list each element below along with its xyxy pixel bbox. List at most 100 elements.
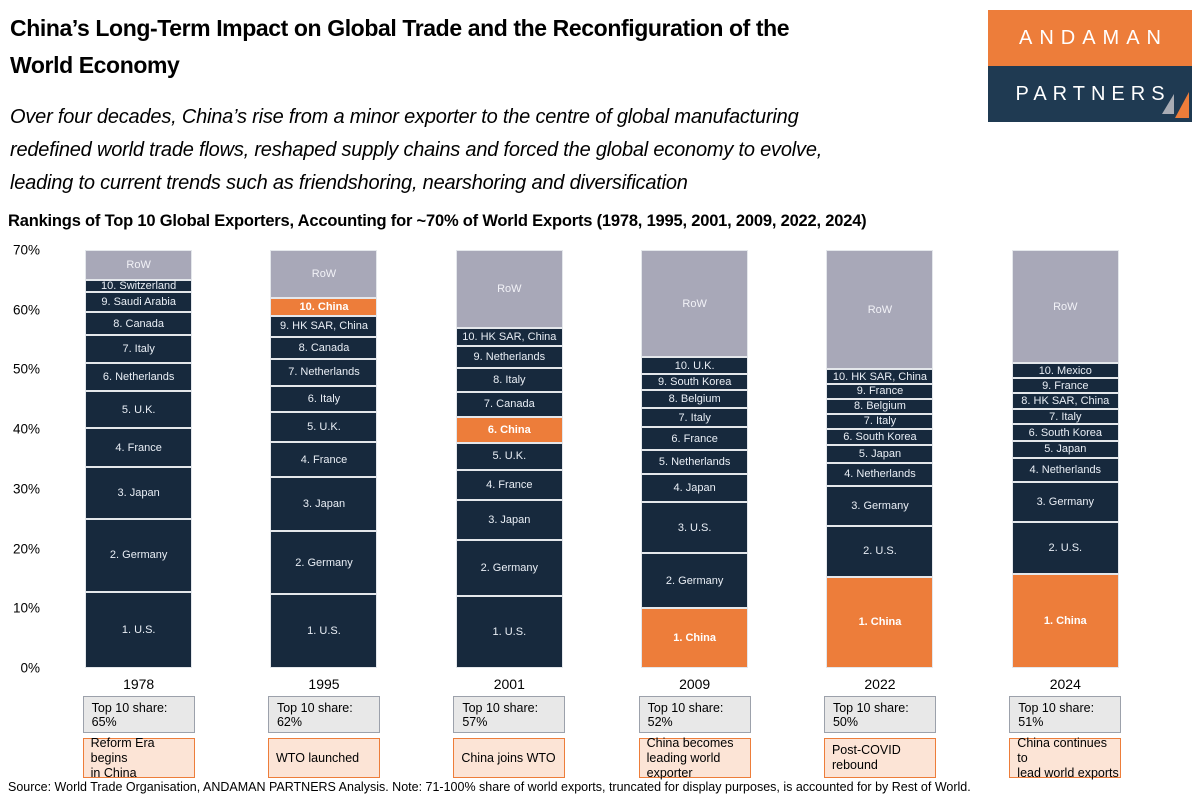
bar-segment: 6. France (641, 427, 749, 450)
bar-segment: 1. China (641, 608, 749, 668)
bar-column-2001: RoW 10. HK SAR, China 9. Netherlands 8. Ita… (417, 250, 602, 778)
bar-segment: 3. Japan (85, 467, 193, 519)
y-tick-50: 50% (12, 361, 40, 377)
bar-segment: 2. Germany (85, 518, 193, 593)
bar-segment: 5. U.K. (455, 442, 563, 470)
bar-segment: 6. Netherlands (85, 362, 193, 392)
event-annotation-1978: Reform Era begins in China (82, 736, 195, 780)
y-tick-70: 70% (12, 242, 40, 258)
y-tick-30: 30% (12, 481, 40, 497)
y-tick-20: 20% (12, 541, 40, 557)
bar-segment: RoW (1011, 250, 1119, 364)
logo-wordmark-partners: PARTNERS (988, 66, 1192, 122)
bar-segment: 6. Italy (270, 385, 378, 413)
bar-segment: 5. U.K. (270, 412, 378, 443)
bar-segment: 9. France (826, 383, 934, 399)
x-axis-label-2022: 2022 (864, 676, 896, 692)
bar-segment: 3. Japan (270, 476, 378, 531)
bar-segment: 10. Switzerland (85, 279, 193, 293)
y-tick-0: 0% (20, 660, 40, 676)
bar-segment: RoW (455, 250, 563, 328)
bar-segment: 10. HK SAR, China (455, 327, 563, 346)
bar-segment: 7. Italy (85, 335, 193, 363)
y-tick-10: 10% (12, 600, 40, 616)
bar-segment: 10. Mexico (1011, 363, 1119, 379)
bar-segment: 2. U.S. (1011, 521, 1119, 574)
bar-segment: 9. Netherlands (455, 345, 563, 368)
chart-title: Rankings of Top 10 Global Exporters, Acc… (8, 212, 867, 230)
y-tick-60: 60% (12, 302, 40, 318)
logo-wordmark-andaman: ANDAMAN (988, 10, 1192, 66)
bar-segment: 9. South Korea (641, 373, 749, 391)
bar-segment: 5. Japan (826, 445, 934, 464)
bar-segment: 5. Japan (1011, 441, 1119, 458)
x-axis-label-1978: 1978 (123, 676, 155, 692)
bar-segment: 6. China (455, 416, 563, 443)
bar-segment: 9. France (1011, 378, 1119, 394)
top10-share-box-2022: Top 10 share: 50% (823, 696, 936, 733)
event-annotation-2022: Post-COVID rebound (823, 738, 936, 778)
bar-column-2022: RoW 10. HK SAR, China 9. France 8. Belgium 7… (787, 250, 972, 778)
bar-segment: RoW (826, 250, 934, 370)
bar-column-2024: RoW 10. Mexico 9. France 8. HK SAR, China 7.… (973, 250, 1158, 780)
bar-segment: 1. U.S. (455, 596, 563, 668)
bar-segment: 8. Italy (455, 367, 563, 392)
bar-segment: 7. Netherlands (270, 359, 378, 386)
bar-segment: 4. France (85, 427, 193, 468)
exporters-stacked-bar-chart: 0% 10% 20% 30% 40% 50% 60% 70% RoW 10. Switzerla… (0, 243, 1200, 780)
stacked-bar-2024: RoW 10. Mexico 9. France 8. HK SAR, China 7.… (1011, 250, 1119, 668)
bar-segment: 5. U.K. (85, 391, 193, 428)
bar-segment: 4. Netherlands (826, 463, 934, 486)
page-subtitle: Over four decades, China’s rise from a m… (10, 106, 823, 194)
top10-share-box-1978: Top 10 share: 65% (82, 696, 195, 733)
top10-share-box-2009: Top 10 share: 52% (638, 696, 751, 733)
page-title: China’s Long-Term Impact on Global Trade… (10, 15, 790, 78)
x-axis-label-2001: 2001 (493, 676, 525, 692)
bar-segment: 8. Canada (270, 337, 378, 360)
bar-segment: 10. HK SAR, China (826, 369, 934, 384)
bar-segment: 3. Germany (1011, 481, 1119, 522)
top10-share-box-1995: Top 10 share: 62% (267, 696, 380, 733)
x-axis-label-1995: 1995 (308, 676, 340, 692)
event-annotation-2009: China becomes leading world exporter (638, 736, 751, 780)
bar-segment: 4. France (455, 469, 563, 500)
bar-segment: 7. Canada (455, 391, 563, 417)
bar-column-1995: RoW 10. China 9. HK SAR, China 8. Canada 7. … (231, 250, 416, 778)
bar-segment: 6. South Korea (1011, 424, 1119, 442)
x-axis-label-2009: 2009 (679, 676, 711, 692)
bar-segment: 3. Germany (826, 485, 934, 527)
top10-share-box-2001: Top 10 share: 57% (453, 696, 566, 733)
bar-segment: 2. Germany (270, 530, 378, 595)
bar-segment: 1. China (1011, 573, 1119, 668)
bar-segment: 9. HK SAR, China (270, 315, 378, 338)
bar-segment: 7. Italy (641, 408, 749, 428)
event-annotation-1995: WTO launched (267, 738, 380, 778)
bar-segment: 6. South Korea (826, 429, 934, 446)
bar-segment: RoW (641, 250, 749, 358)
bar-segment: 8. Belgium (641, 390, 749, 409)
event-annotation-2001: China joins WTO (453, 738, 566, 778)
event-annotation-2024: China continues to lead world exports (1009, 736, 1122, 780)
bar-column-1978: RoW 10. Switzerland 9. Saudi Arabia 8. Cana… (46, 250, 231, 780)
bar-segment: 5. Netherlands (641, 450, 749, 474)
bar-segment: 1. U.S. (270, 594, 378, 668)
bar-segment: 4. Japan (641, 473, 749, 502)
bar-segment: 4. Netherlands (1011, 457, 1119, 482)
stacked-bar-1995: RoW 10. China 9. HK SAR, China 8. Canada 7. … (270, 250, 378, 668)
stacked-bar-1978: RoW 10. Switzerland 9. Saudi Arabia 8. Cana… (85, 250, 193, 668)
stacked-bar-2009: RoW 10. U.K. 9. South Korea 8. Belgium 7. It… (641, 250, 749, 668)
bar-segment: 10. U.K. (641, 357, 749, 374)
bar-segment: 2. U.S. (826, 526, 934, 577)
sail-triangles-icon (1162, 92, 1189, 118)
logo-partners-text: PARTNERS (1015, 82, 1171, 105)
bar-segment: 8. Belgium (826, 398, 934, 414)
stacked-bar-2001: RoW 10. HK SAR, China 9. Netherlands 8. Ita… (455, 250, 563, 668)
x-axis-label-2024: 2024 (1049, 676, 1081, 692)
bar-segment: 2. Germany (641, 553, 749, 609)
y-axis: 0% 10% 20% 30% 40% 50% 60% 70% (0, 243, 40, 676)
bar-segment: 7. Italy (1011, 408, 1119, 425)
y-tick-40: 40% (12, 421, 40, 437)
bar-column-2009: RoW 10. U.K. 9. South Korea 8. Belgium 7. It… (602, 250, 787, 780)
bar-segment: 1. China (826, 576, 934, 668)
